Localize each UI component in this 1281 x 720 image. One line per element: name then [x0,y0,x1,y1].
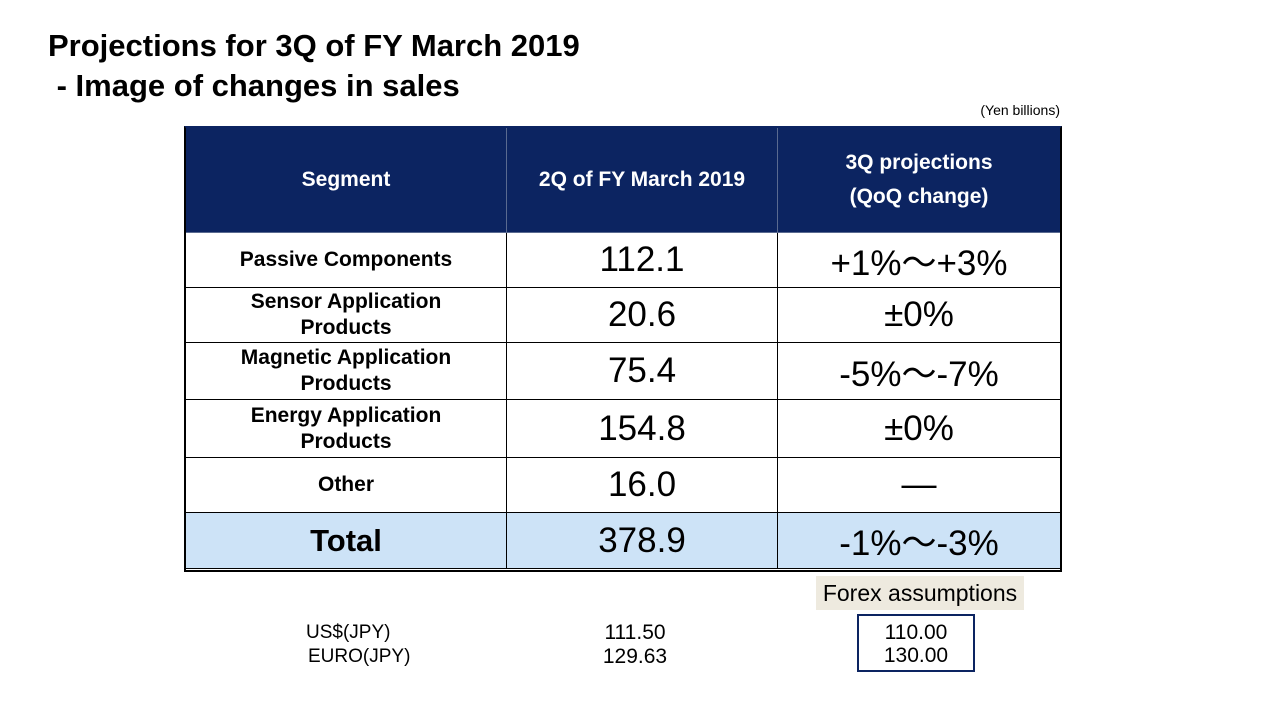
segment-cell: Other [185,457,507,513]
segment-cell: Passive Components [185,232,507,288]
projection-cell: ― [777,457,1061,513]
header-3q-projections: 3Q projections (QoQ change) [777,127,1061,233]
forex-current-usd: 111.50 [604,621,666,644]
value-cell: 20.6 [506,287,778,343]
sales-table: Segment 2Q of FY March 2019 3Q projectio… [185,127,1061,569]
value-cell: 75.4 [506,342,778,400]
table-row: Sensor Application Products 20.6 ±0% [185,287,1061,343]
table-row: Magnetic Application Products 75.4 -5%～-… [185,342,1061,400]
total-row: Total 378.9 -1%～-3% [185,512,1061,569]
table-row: Other 16.0 ― [185,457,1061,513]
value-cell: 112.1 [506,232,778,288]
table-row: Energy Application Products 154.8 ±0% [185,399,1061,458]
header-2q: 2Q of FY March 2019 [506,127,778,233]
total-projection: -1%～-3% [777,512,1061,569]
table-header-row: Segment 2Q of FY March 2019 3Q projectio… [185,127,1061,233]
value-cell: 16.0 [506,457,778,513]
projection-cell: ±0% [777,287,1061,343]
projection-cell: +1%～+3% [777,232,1061,288]
forex-assumed-rates: 110.00 130.00 [857,614,975,672]
forex-assumed-euro: 130.00 [883,644,949,667]
table-row: Passive Components 112.1 +1%～+3% [185,232,1061,288]
total-value: 378.9 [506,512,778,569]
forex-assumed-usd: 110.00 [884,621,948,644]
projection-cell: ±0% [777,399,1061,458]
forex-label-usd: US$(JPY) [306,622,391,643]
page-title: Projections for 3Q of FY March 2019 - Im… [48,28,580,103]
segment-cell: Energy Application Products [185,399,507,458]
forex-header: Forex assumptions [816,576,1024,610]
unit-note: (Yen billions) [980,102,1060,118]
segment-cell: Sensor Application Products [185,287,507,343]
segment-cell: Magnetic Application Products [185,342,507,400]
forex-label-euro: EURO(JPY) [308,646,411,667]
forex-labels: US$(JPY) EURO(JPY) [306,621,410,669]
value-cell: 154.8 [506,399,778,458]
forex-current-rates: 111.50 129.63 [560,621,710,669]
forex-current-euro: 129.63 [602,645,668,668]
header-segment: Segment [185,127,507,233]
projection-cell: -5%～-7% [777,342,1061,400]
total-label: Total [185,512,507,569]
